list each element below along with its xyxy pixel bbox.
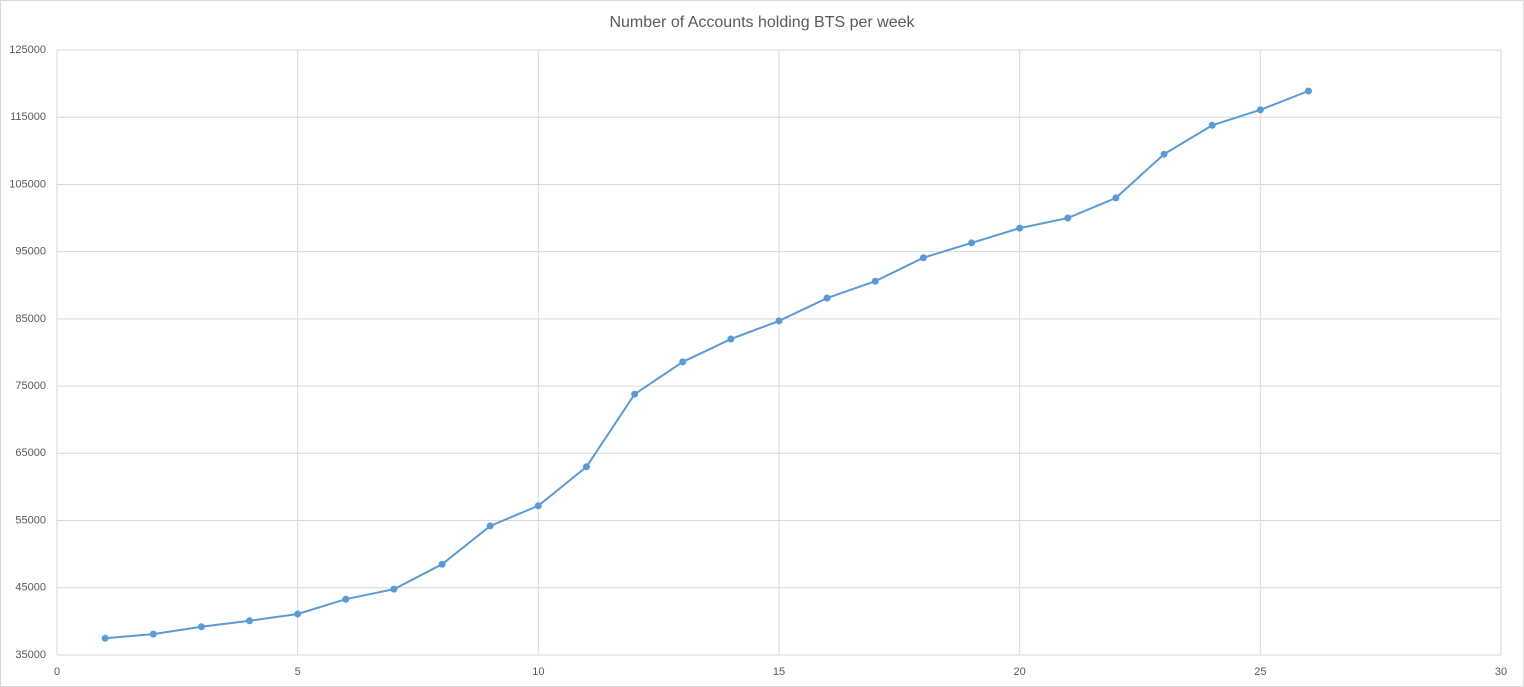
data-point xyxy=(1064,214,1072,222)
chart-title: Number of Accounts holding BTS per week xyxy=(609,14,915,31)
data-point xyxy=(149,630,157,638)
data-point xyxy=(438,560,446,568)
data-point xyxy=(101,634,109,642)
data-point xyxy=(197,623,205,631)
y-tick-label: 115000 xyxy=(10,111,46,123)
y-tick-label: 85000 xyxy=(15,313,46,325)
data-point xyxy=(486,522,494,530)
data-point xyxy=(1160,150,1168,158)
y-tick-label: 95000 xyxy=(15,246,46,258)
data-point xyxy=(390,585,398,593)
data-point xyxy=(294,610,302,618)
x-tick-label: 0 xyxy=(54,666,60,678)
data-point xyxy=(968,239,976,247)
x-tick-label: 15 xyxy=(773,666,785,678)
y-tick-label: 105000 xyxy=(9,178,46,190)
x-tick-label: 25 xyxy=(1254,666,1266,678)
data-point xyxy=(246,617,254,625)
data-point xyxy=(679,358,687,366)
data-point xyxy=(631,390,639,398)
data-point xyxy=(534,502,542,510)
x-tick-label: 5 xyxy=(295,666,301,678)
y-tick-label: 45000 xyxy=(15,582,46,594)
data-point xyxy=(775,317,783,325)
y-tick-label: 35000 xyxy=(15,649,46,661)
data-point xyxy=(1208,121,1216,129)
y-tick-label: 75000 xyxy=(15,380,46,392)
data-point xyxy=(871,277,879,285)
y-tick-label: 125000 xyxy=(9,44,46,56)
data-point xyxy=(1016,224,1024,232)
y-tick-label: 55000 xyxy=(15,514,46,526)
x-tick-label: 10 xyxy=(532,666,544,678)
data-point xyxy=(823,294,831,302)
x-tick-label: 30 xyxy=(1495,666,1507,678)
y-tick-label: 65000 xyxy=(15,447,46,459)
data-point xyxy=(919,254,927,262)
data-point xyxy=(1112,194,1120,202)
data-point xyxy=(1304,87,1312,95)
data-point xyxy=(1256,106,1264,114)
data-point xyxy=(342,595,350,603)
x-tick-label: 20 xyxy=(1014,666,1026,678)
data-point xyxy=(582,463,590,471)
series-line xyxy=(105,90,1309,640)
data-point xyxy=(727,335,735,343)
